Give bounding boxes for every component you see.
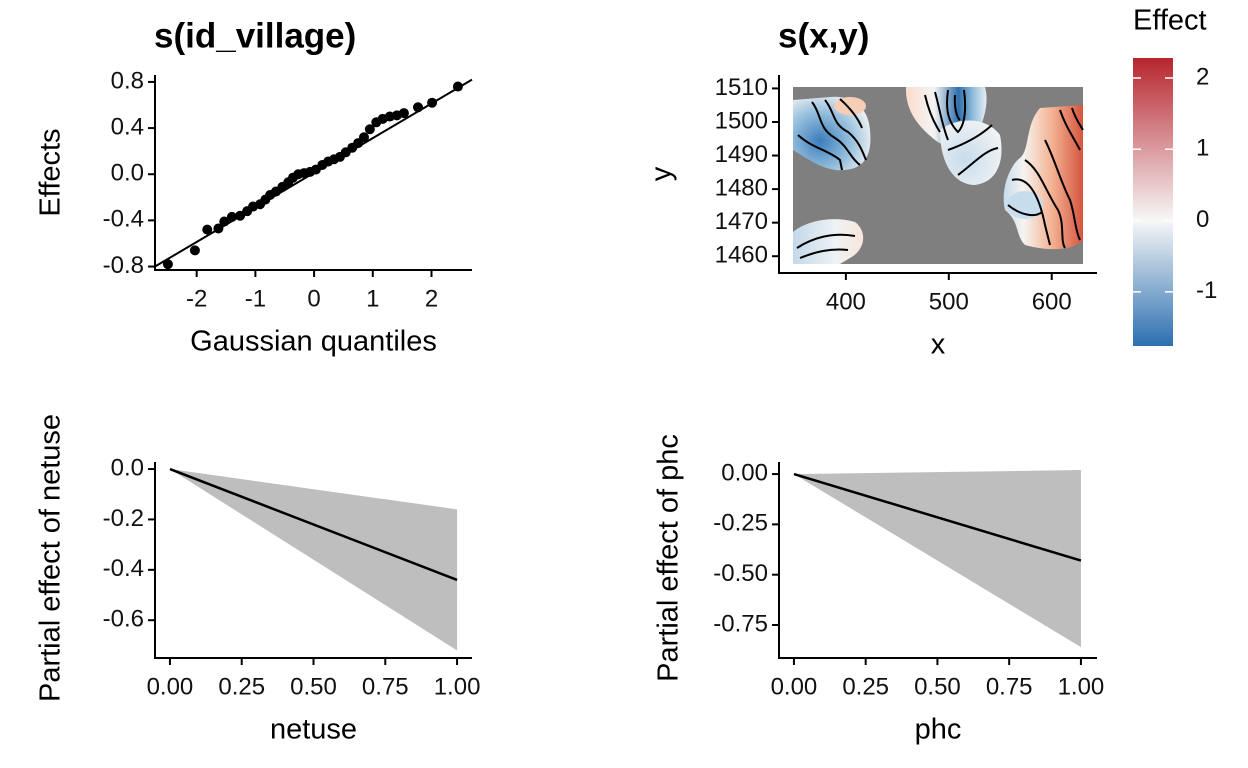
y-tick-label: 1490 (715, 141, 768, 168)
y-tick-label: 1460 (715, 242, 768, 269)
y-tick-label: 0.00 (721, 459, 768, 486)
y-axis-label: Partial effect of phc (653, 434, 685, 682)
panel-title: s(x,y) (778, 16, 869, 55)
point (235, 210, 246, 221)
x-tick-label: 0.25 (842, 673, 889, 700)
point (189, 245, 200, 256)
x-tick-label: 0.00 (771, 673, 818, 700)
point (202, 224, 213, 235)
y-tick-label: 1470 (715, 208, 768, 235)
colorbar-tick-label: -1 (1196, 277, 1217, 304)
y-tick-label: 0.4 (111, 113, 144, 140)
x-tick-label: 0.75 (986, 673, 1033, 700)
y-tick-label: 1510 (715, 74, 768, 101)
point (398, 108, 409, 119)
y-tick-label: -0.25 (713, 510, 768, 537)
x-tick-label: 400 (826, 288, 866, 315)
point (219, 216, 230, 227)
y-tick-label: 0.0 (111, 160, 144, 187)
legend-title: Effect (1133, 5, 1207, 37)
smooth-surface (793, 87, 1084, 264)
point (213, 223, 224, 234)
x-axis-label: phc (915, 714, 962, 746)
y-tick-label: -0.75 (713, 610, 768, 637)
x-tick-label: 2 (425, 285, 438, 312)
colorbar (1133, 58, 1173, 346)
effect-line (793, 472, 1082, 562)
x-tick-label: -2 (186, 285, 207, 312)
y-tick-label: -0.2 (103, 505, 144, 532)
x-tick-label: 0.25 (218, 673, 265, 700)
x-tick-label: 1.00 (1058, 673, 1105, 700)
x-tick-label: 0.50 (290, 673, 337, 700)
y-tick-label: -0.4 (103, 555, 144, 582)
colorbar-tick-label: 0 (1196, 206, 1209, 233)
point (427, 97, 438, 108)
point (452, 81, 463, 92)
y-tick-label: -0.6 (103, 606, 144, 633)
point (358, 132, 369, 143)
colorbar-tick-label: 2 (1196, 63, 1209, 90)
x-tick-label: 1 (366, 285, 379, 312)
x-tick-label: 0 (307, 285, 320, 312)
point (364, 124, 375, 135)
x-tick-label: 0.00 (147, 673, 194, 700)
x-tick-label: 600 (1032, 288, 1072, 315)
colorbar-tick-label: 1 (1196, 135, 1209, 162)
point (226, 211, 237, 222)
confidence-band (793, 470, 1081, 648)
y-axis-label: Partial effect of netuse (35, 414, 67, 702)
point (162, 259, 173, 270)
x-tick-label: 0.75 (362, 673, 409, 700)
x-axis-label: Gaussian quantiles (190, 326, 437, 358)
y-tick-label: 0.0 (111, 454, 144, 481)
x-tick-label: 0.50 (914, 673, 961, 700)
y-tick-label: -0.4 (103, 206, 144, 233)
effect-line (169, 467, 458, 582)
y-tick-label: 1480 (715, 174, 768, 201)
x-axis-label: x (931, 329, 946, 361)
x-axis-label: netuse (270, 714, 357, 746)
point (412, 102, 423, 113)
x-tick-label: 500 (929, 288, 969, 315)
y-tick-label: -0.8 (103, 252, 144, 279)
y-axis-label: Effects (35, 128, 67, 216)
x-tick-label: -1 (245, 285, 266, 312)
panel-title: s(id_village) (154, 16, 356, 55)
y-axis-label: y (646, 166, 678, 181)
y-tick-label: 1500 (715, 107, 768, 134)
confidence-band (169, 469, 458, 651)
y-tick-label: 0.8 (111, 67, 144, 94)
x-tick-label: 1.00 (434, 673, 481, 700)
y-tick-label: -0.50 (713, 560, 768, 587)
